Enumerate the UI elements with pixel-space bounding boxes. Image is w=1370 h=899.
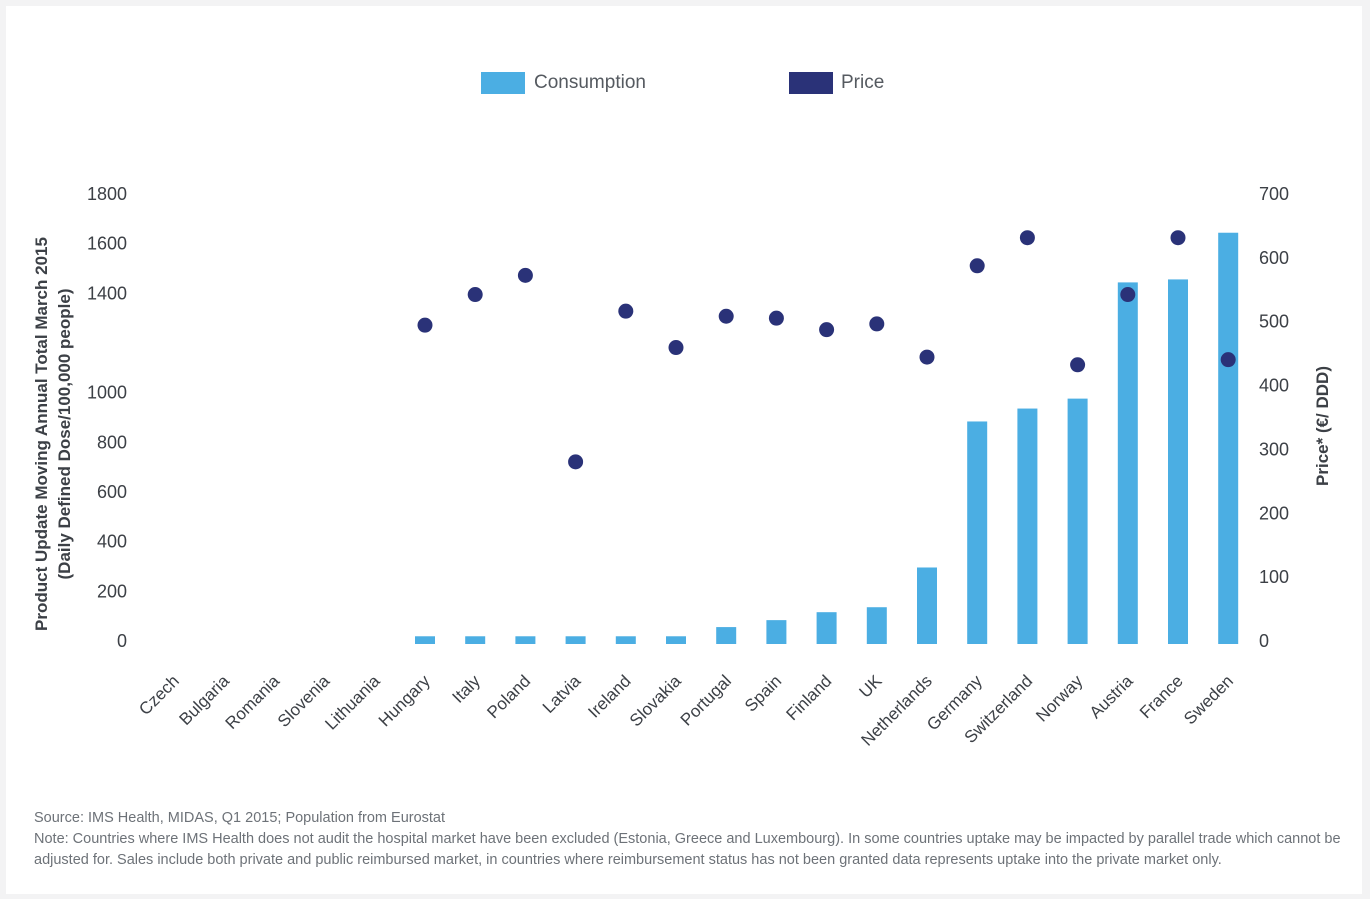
bar-consumption-france (1168, 279, 1188, 644)
bar-consumption-germany (967, 421, 988, 644)
methodology-note: Note: Countries where IMS Health does no… (34, 831, 1341, 868)
x-tick-label-sweden: Sweden (1180, 671, 1237, 728)
dot-price-poland (517, 267, 533, 283)
bar-consumption-finland (816, 612, 837, 644)
chart-card: Consumption Price 0 200 400 600 800 1000 1400 160… (6, 6, 1362, 894)
y-tick-label: 1000 (87, 383, 127, 403)
x-tick-label-lithuania: Lithuania (321, 671, 384, 734)
bar-consumption-poland (515, 636, 536, 644)
bar-consumption-portugal (716, 627, 737, 644)
y-axis-title-line-2: (Daily Defined Dose/100,000 people) (55, 289, 74, 580)
y-tick-label: 1800 (87, 184, 127, 204)
y-tick-label: 800 (97, 432, 127, 452)
legend-label-consumption: Consumption (534, 72, 646, 93)
legend-swatch-price (789, 72, 833, 94)
dot-price-austria (1120, 287, 1136, 303)
dot-price-norway (1070, 357, 1086, 373)
x-tick-label-romania: Romania (222, 671, 284, 733)
bar-consumption-ireland (615, 636, 636, 644)
y-tick-label: 1600 (87, 234, 127, 254)
y-tick-label: 1400 (87, 283, 127, 303)
y2-tick-label: 700 (1259, 184, 1289, 204)
dot-price-france (1170, 230, 1186, 246)
bar-consumption-latvia (565, 636, 586, 644)
dot-price-spain (768, 310, 784, 326)
bar-consumption-italy (465, 636, 486, 644)
y2-tick-label: 400 (1259, 376, 1289, 396)
dot-price-ireland (618, 303, 634, 319)
legend-label-price: Price (841, 72, 884, 93)
bar-consumption-netherlands (917, 567, 937, 644)
x-tick-label-hungary: Hungary (375, 671, 434, 730)
dot-price-latvia (568, 454, 584, 470)
y2-axis-title: Price* (€/ DDD) (1313, 366, 1332, 486)
x-tick-label-norway: Norway (1032, 671, 1087, 726)
dot-price-switzerland (1019, 230, 1035, 246)
x-tick-label-ireland: Ireland (584, 671, 634, 721)
dot-price-sweden (1220, 352, 1236, 368)
y-tick-label: 400 (97, 532, 127, 552)
x-tick-label-spain: Spain (741, 671, 785, 715)
y2-tick-label: 0 (1259, 631, 1269, 651)
dot-price-netherlands (919, 349, 935, 365)
dot-price-germany (969, 258, 985, 274)
bar-consumption-slovakia (666, 636, 686, 644)
x-tick-label-finland: Finland (783, 671, 836, 724)
bar-consumption-switzerland (1017, 408, 1038, 644)
bar-consumption-sweden (1218, 232, 1239, 644)
y2-tick-label: 500 (1259, 312, 1289, 332)
x-tick-label-slovakia: Slovakia (626, 671, 685, 730)
dot-price-hungary (417, 317, 433, 333)
y2-tick-label: 100 (1259, 567, 1289, 587)
dot-price-slovakia (668, 340, 684, 356)
y-tick-label: 200 (97, 581, 127, 601)
dot-price-portugal (718, 308, 734, 324)
x-tick-label-uk: UK (855, 671, 886, 702)
y2-tick-label: 300 (1259, 439, 1289, 459)
source-note: Source: IMS Health, MIDAS, Q1 2015; Popu… (34, 810, 446, 826)
x-tick-label-austria: Austria (1086, 671, 1137, 722)
x-tick-label-czech: Czech (135, 671, 183, 719)
legend-swatch-consumption (481, 72, 525, 94)
x-tick-label-poland: Poland (483, 671, 534, 722)
bar-consumption-uk (866, 607, 887, 644)
bar-consumption-spain (766, 620, 787, 644)
dot-price-finland (819, 322, 835, 338)
bar-consumption-hungary (415, 636, 435, 644)
y2-tick-label: 200 (1259, 503, 1289, 523)
y2-tick-label: 600 (1259, 248, 1289, 268)
y-axis-title-line-1: Product Update Moving Annual Total March… (32, 237, 51, 631)
x-tick-label-latvia: Latvia (539, 671, 585, 717)
y-tick-label: 0 (117, 631, 127, 651)
x-tick-label-italy: Italy (449, 671, 485, 707)
bar-consumption-norway (1067, 398, 1088, 644)
bar-consumption-austria (1117, 282, 1138, 644)
y-tick-label: 600 (97, 482, 127, 502)
combo-chart: Consumption Price020040060080010001400160… (32, 72, 1332, 750)
x-tick-label-portugal: Portugal (677, 671, 735, 729)
dot-price-uk (869, 316, 885, 332)
dot-price-italy (467, 287, 483, 303)
chart-footer: Source: IMS Health, MIDAS, Q1 2015; Popu… (34, 808, 1354, 871)
